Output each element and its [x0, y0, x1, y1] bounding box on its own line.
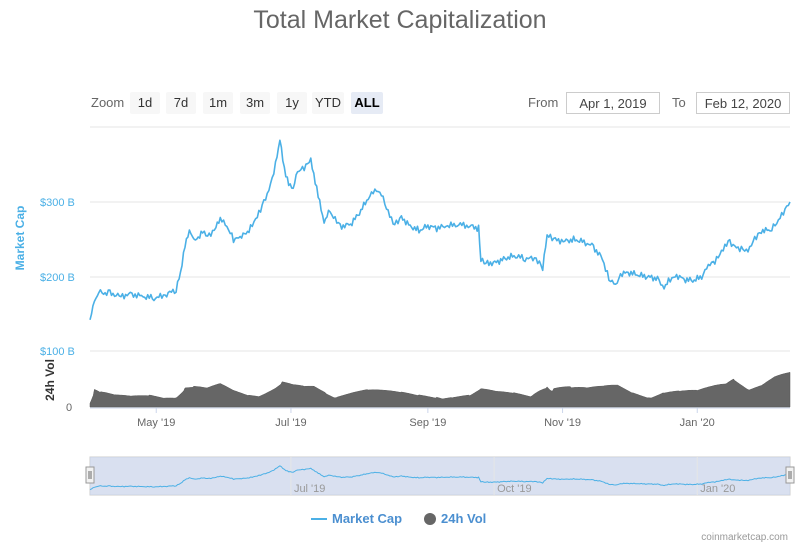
x-axis-ticks: May '19 Jul '19 Sep '19 Nov '19 Jan '20 — [137, 408, 715, 429]
navigator-ticks: Jul '19 Oct '19 Jan '20 — [290, 457, 735, 495]
x-tick-label: Jul '19 — [275, 417, 306, 429]
legend-volume-symbol — [424, 513, 436, 525]
navigator-left-handle[interactable] — [85, 466, 95, 484]
legend-item-market-cap[interactable]: Market Cap — [332, 511, 403, 526]
volume-area-series[interactable] — [89, 371, 791, 408]
to-label: To — [672, 95, 686, 110]
zoom-label: Zoom — [91, 95, 125, 110]
navigator-tick-label: Oct '19 — [497, 483, 532, 495]
y-axis-title-market-cap: Market Cap — [13, 206, 27, 271]
to-date-input[interactable]: Feb 12, 2020 — [696, 92, 790, 114]
y-axis-title-volume: 24h Vol — [43, 359, 57, 401]
zoom-7d-button[interactable]: 7d — [166, 92, 196, 114]
x-tick-label: Nov '19 — [544, 417, 581, 429]
y-tick-label: $200 B — [40, 272, 75, 284]
x-tick-label: Sep '19 — [409, 417, 446, 429]
x-tick-label: Jan '20 — [680, 417, 715, 429]
navigator-tick-label: Jul '19 — [294, 483, 325, 495]
navigator-selection-mask[interactable] — [90, 457, 790, 495]
navigator-series-line — [89, 465, 791, 491]
credits-link[interactable]: coinmarketcap.com — [701, 532, 788, 543]
x-tick-label: May '19 — [137, 417, 175, 429]
vol-y-tick-label: 0 — [66, 402, 72, 414]
market-cap-line-series[interactable] — [89, 139, 791, 321]
navigator-tick-label: Jan '20 — [700, 483, 735, 495]
zoom-1y-button[interactable]: 1y — [277, 92, 307, 114]
chart-title: Total Market Capitalization — [253, 6, 547, 34]
navigator-right-handle[interactable] — [785, 466, 795, 484]
zoom-3m-button[interactable]: 3m — [240, 92, 270, 114]
zoom-all-button[interactable]: ALL — [351, 92, 383, 114]
y-tick-label: $300 B — [40, 197, 75, 209]
from-label: From — [528, 95, 559, 110]
zoom-ytd-button[interactable]: YTD — [312, 92, 344, 114]
zoom-1m-button[interactable]: 1m — [203, 92, 233, 114]
legend-item-volume[interactable]: 24h Vol — [441, 511, 487, 526]
zoom-1d-button[interactable]: 1d — [130, 92, 160, 114]
from-date-input[interactable]: Apr 1, 2019 — [566, 92, 660, 114]
vol-y-tick-label: $100 B — [40, 346, 75, 358]
